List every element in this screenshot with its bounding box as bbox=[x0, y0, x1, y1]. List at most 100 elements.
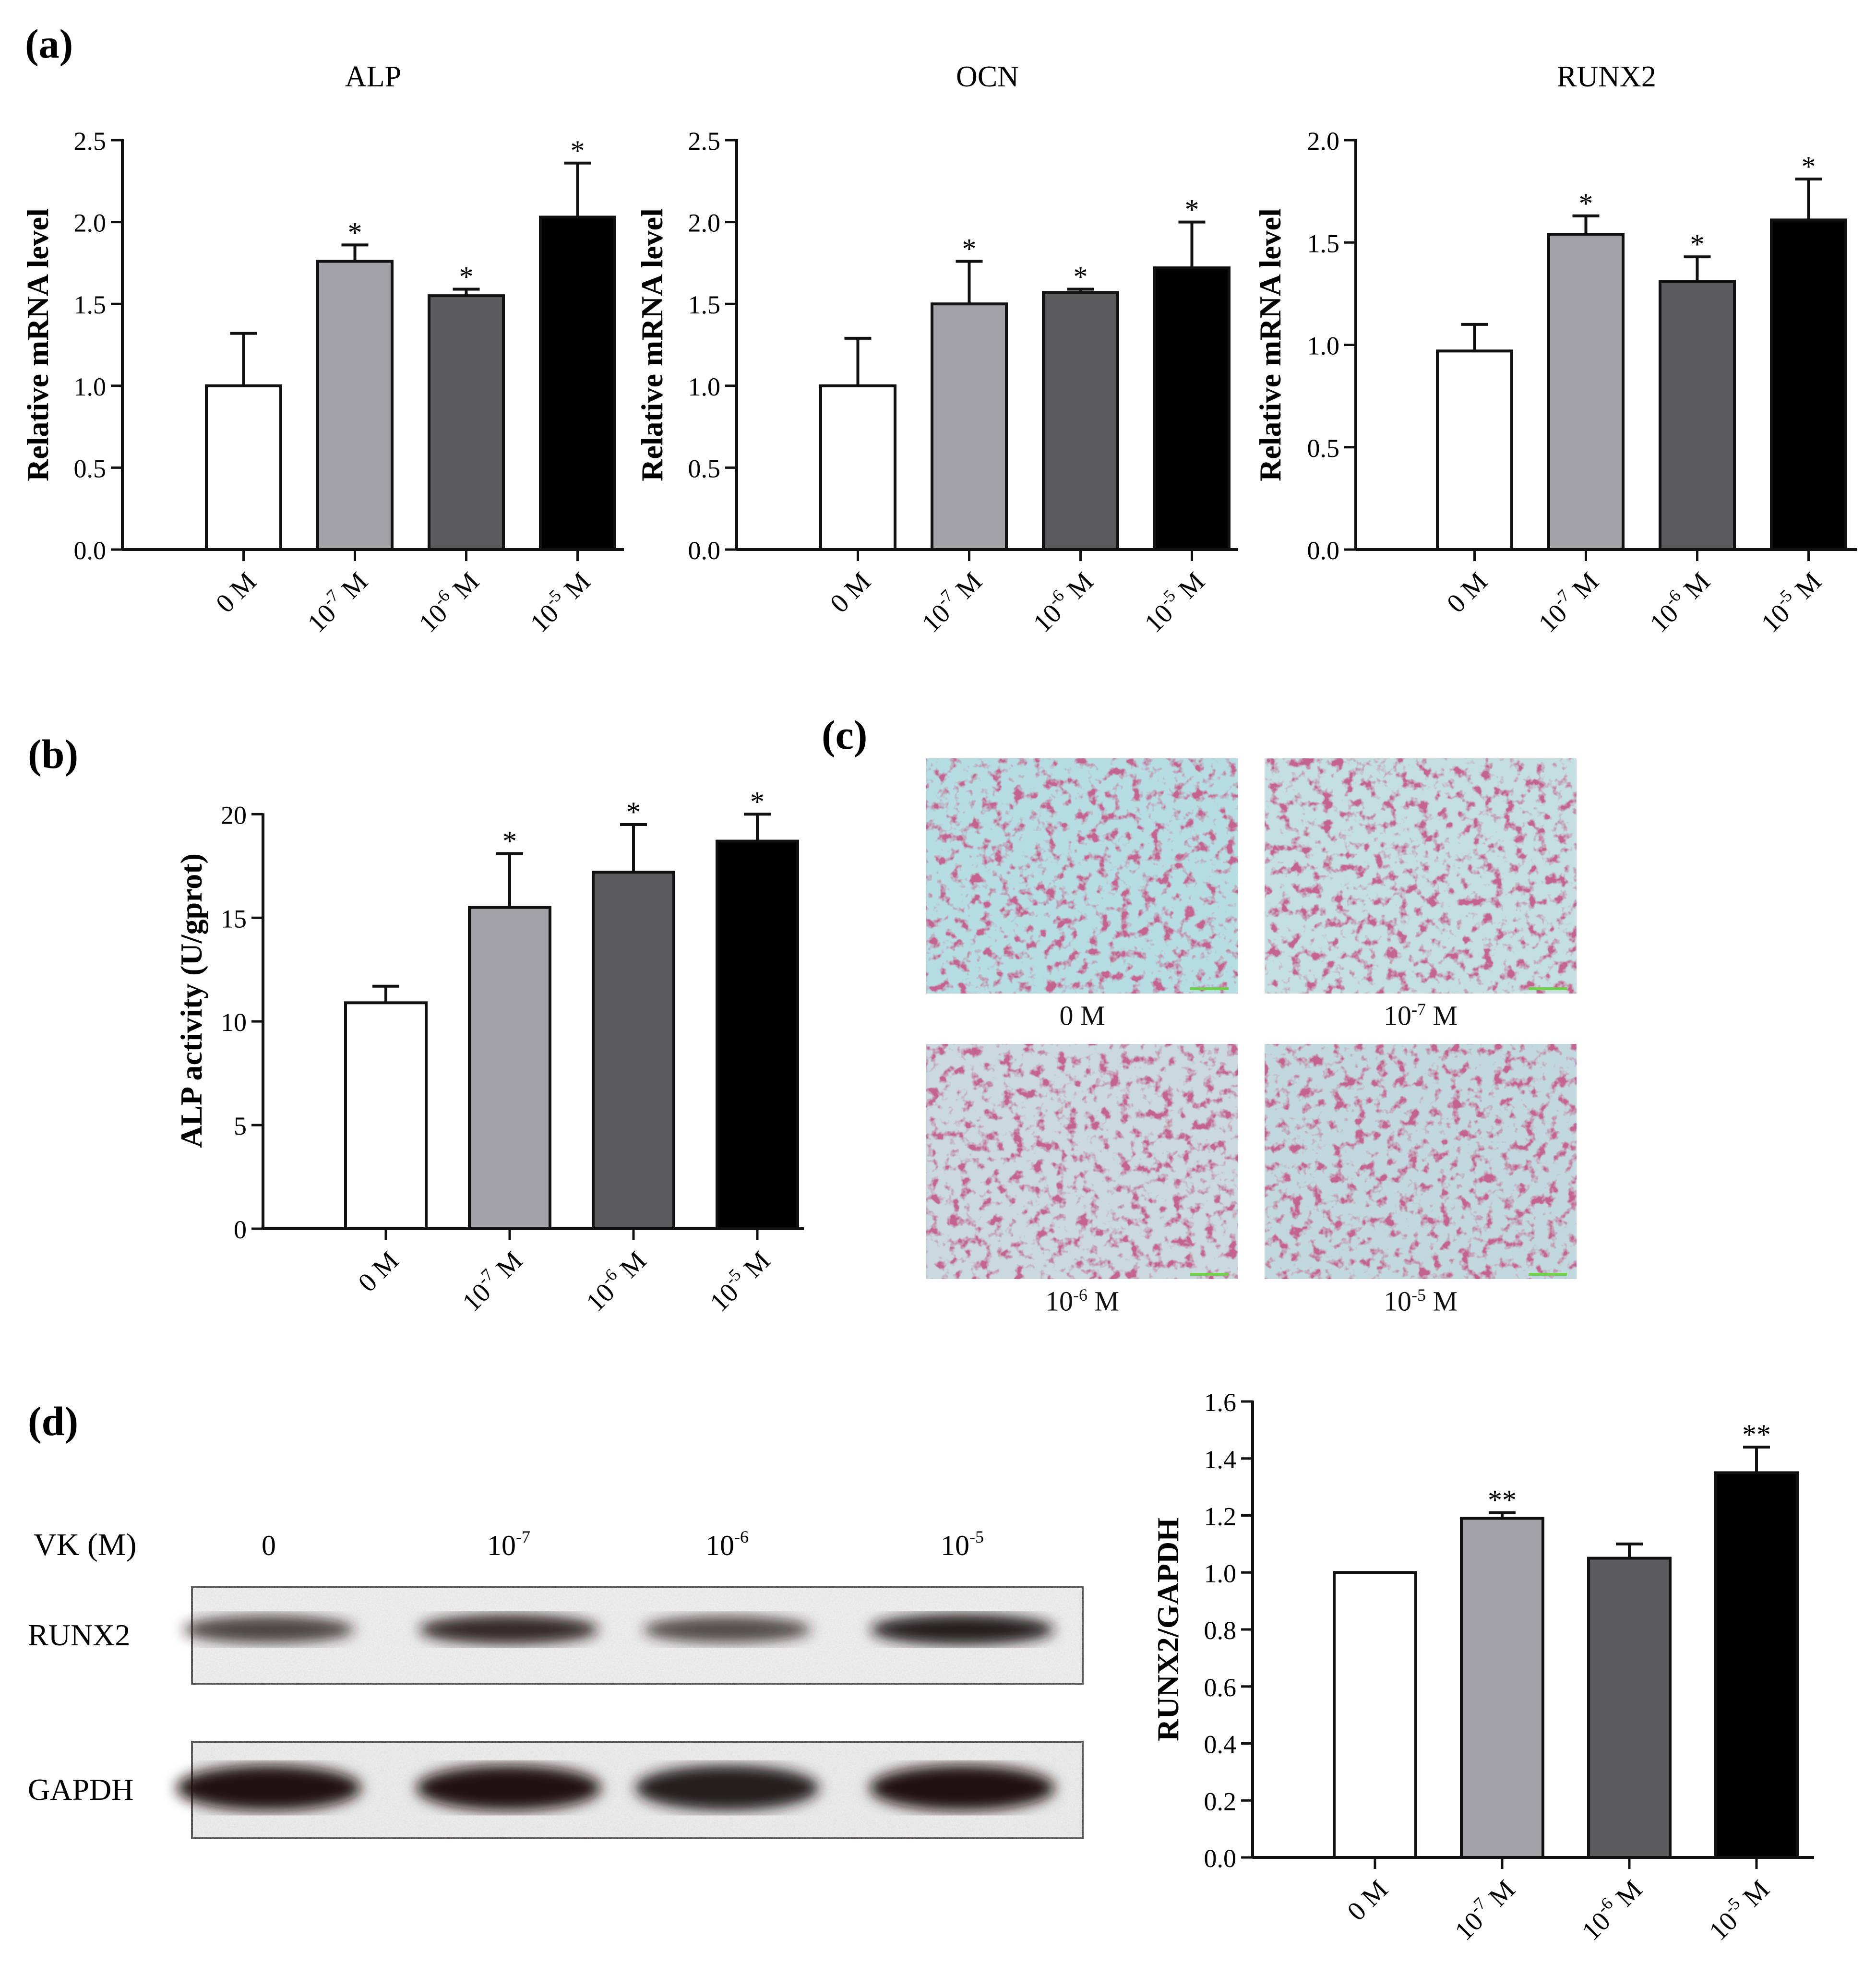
micrograph-label-base: 0 M bbox=[1059, 1000, 1105, 1031]
lane-label: 10-6 bbox=[705, 1527, 749, 1561]
x-tick-label: 10-5 M bbox=[1753, 564, 1828, 638]
x-tick-label: 10-7 M bbox=[299, 564, 374, 638]
y-tick-label: 0.5 bbox=[1307, 434, 1340, 463]
micrograph-image bbox=[1265, 758, 1577, 994]
bar bbox=[539, 216, 616, 551]
x-tick-label: 0 M bbox=[824, 566, 877, 619]
y-tick-label: 2.5 bbox=[74, 127, 107, 156]
y-tick-label: 0.0 bbox=[74, 536, 107, 565]
x-tick-label: 10-7 M bbox=[454, 1243, 528, 1317]
x-tick-label: 0 M bbox=[210, 566, 263, 619]
micrograph-label: 0 M bbox=[924, 999, 1241, 1031]
chart-ocn-mrna: OCN 0.0 0.5 1.0 1.5 2.0 2.5 Relative mRNA level… bbox=[635, 60, 1238, 638]
x-tick-label: 10-6 M bbox=[1025, 564, 1099, 638]
y-tick-label: 2.0 bbox=[1307, 127, 1340, 156]
y-tick-label: 1.0 bbox=[1204, 1559, 1237, 1588]
y-tick-label: 1.5 bbox=[1307, 229, 1340, 258]
y-axis-label: RUNX2/GAPDH bbox=[1151, 1518, 1185, 1741]
panel-label-c: (c) bbox=[822, 712, 867, 758]
bar bbox=[1460, 1517, 1544, 1859]
y-tick-label: 1.0 bbox=[688, 372, 721, 401]
lane-label-base: 10 bbox=[487, 1530, 516, 1561]
bar bbox=[205, 384, 282, 551]
y-tick-label: 0 bbox=[234, 1215, 247, 1244]
x-tick-label: 10-5 M bbox=[702, 1243, 776, 1317]
micrograph-grid bbox=[926, 758, 1577, 1279]
x-tick-label: 10-7 M bbox=[1530, 564, 1605, 638]
significance-marker: * bbox=[1579, 188, 1593, 219]
x-tick-label: 10-7 M bbox=[914, 564, 988, 638]
micrograph-label-suffix: M bbox=[1087, 1285, 1120, 1317]
micrograph-image bbox=[1265, 1044, 1577, 1279]
x-tick-label: 0 M bbox=[352, 1245, 405, 1298]
blot-band bbox=[870, 1614, 1054, 1645]
chart-title: ALP bbox=[345, 60, 401, 93]
western-blot: VK (M) 0 10-7 10-6 10-5 RUNX2 GAPDH bbox=[28, 1527, 1086, 1841]
x-tick-label: 10-7 M bbox=[1446, 1872, 1521, 1946]
y-tick-label: 15 bbox=[221, 904, 247, 933]
x-tick-label: 10-6 M bbox=[1574, 1872, 1648, 1946]
y-tick-label: 10 bbox=[221, 1008, 247, 1037]
blot-band bbox=[643, 1616, 811, 1643]
significance-marker: * bbox=[962, 233, 977, 264]
micrograph-label: 10-7 M bbox=[1262, 999, 1579, 1031]
y-tick-label: 0.6 bbox=[1204, 1673, 1237, 1702]
y-tick-label: 0.8 bbox=[1204, 1616, 1237, 1645]
blot-band bbox=[183, 1616, 354, 1643]
significance-marker: * bbox=[459, 261, 474, 292]
lane-label-exp: -5 bbox=[969, 1527, 984, 1546]
significance-marker: * bbox=[750, 786, 765, 817]
panel-label-d: (d) bbox=[28, 1398, 78, 1444]
x-tick-label: 0 M bbox=[1441, 566, 1494, 619]
bar bbox=[316, 260, 394, 551]
blot-band bbox=[419, 1615, 598, 1644]
chart-runx2-gapdh: 0.0 0.2 0.4 0.6 0.8 1.0 1.2 1.4 1.6 RUNX2/GAPDH 0 … bbox=[1151, 1388, 1814, 1946]
significance-marker: * bbox=[1690, 228, 1705, 260]
y-tick-label: 1.0 bbox=[74, 372, 107, 401]
panel-label-a: (a) bbox=[25, 21, 73, 67]
bar bbox=[931, 302, 1008, 551]
micrograph-label-base: 10 bbox=[1383, 1285, 1411, 1317]
significance-marker: * bbox=[571, 135, 585, 167]
panel-label-b: (b) bbox=[28, 731, 78, 777]
bar bbox=[1436, 349, 1513, 551]
y-tick-label: 1.6 bbox=[1204, 1388, 1237, 1417]
micrograph-label-exp: -6 bbox=[1073, 1285, 1087, 1305]
lane-label-exp: -6 bbox=[734, 1527, 749, 1546]
significance-marker: * bbox=[1074, 261, 1088, 292]
significance-marker: * bbox=[1802, 151, 1816, 182]
y-tick-label: 0.5 bbox=[688, 454, 721, 483]
lane-label: 10-7 bbox=[487, 1527, 530, 1561]
significance-marker: * bbox=[348, 216, 362, 248]
blot-band bbox=[416, 1765, 601, 1811]
significance-marker: * bbox=[502, 825, 517, 857]
blot-band bbox=[869, 1765, 1055, 1811]
x-tick-label: 10-6 M bbox=[578, 1243, 652, 1317]
y-axis-label: ALP activity (U/gprot) bbox=[174, 853, 208, 1148]
micrograph-label-exp: -7 bbox=[1411, 1000, 1426, 1019]
lane-label-base: 10 bbox=[941, 1530, 969, 1561]
bar bbox=[1770, 218, 1847, 551]
chart-alp-activity: 0 5 10 15 20 ALP activity (U/gprot) 0 M * 10-7 M… bbox=[174, 786, 804, 1317]
micrograph-label-exp: -5 bbox=[1411, 1285, 1426, 1305]
micrograph-image bbox=[926, 758, 1238, 994]
bar bbox=[592, 871, 675, 1230]
bar bbox=[819, 384, 896, 551]
y-tick-label: 2.0 bbox=[74, 209, 107, 238]
bar bbox=[344, 1001, 428, 1230]
lane-label-base: 10 bbox=[705, 1530, 734, 1561]
y-tick-label: 0.0 bbox=[1307, 536, 1340, 565]
bar bbox=[1333, 1571, 1417, 1859]
vk-label: VK (M) bbox=[34, 1527, 136, 1562]
lane-label: 10-5 bbox=[941, 1527, 984, 1561]
bar bbox=[1042, 291, 1119, 551]
lane-label-base: 0 bbox=[262, 1530, 276, 1561]
bar bbox=[1714, 1471, 1799, 1859]
lane-label: 0 bbox=[262, 1530, 276, 1561]
micrograph-label-base: 10 bbox=[1045, 1285, 1073, 1317]
y-axis-label: Relative mRNA level bbox=[1253, 208, 1287, 481]
bar bbox=[1153, 266, 1231, 551]
y-tick-label: 1.4 bbox=[1204, 1445, 1237, 1474]
gapdh-bands bbox=[176, 1765, 1055, 1811]
chart-runx2-mrna: RUNX2 0.0 0.5 1.0 1.5 2.0 Relative mRNA level 0… bbox=[1253, 60, 1857, 638]
